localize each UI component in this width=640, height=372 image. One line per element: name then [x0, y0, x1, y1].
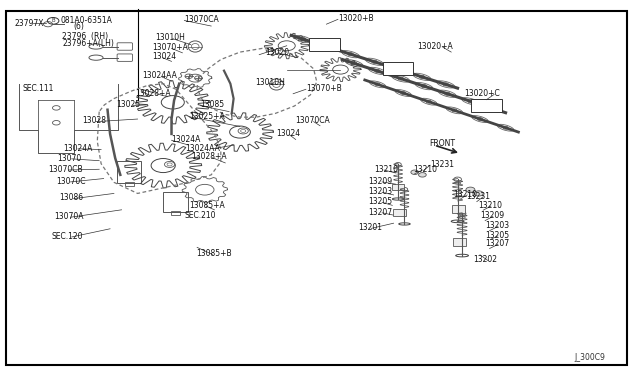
Bar	[383, 62, 413, 75]
Text: 13028+A: 13028+A	[136, 89, 172, 97]
Text: 13201: 13201	[358, 223, 383, 232]
Bar	[163, 192, 188, 212]
Text: 13024A: 13024A	[63, 144, 92, 153]
Text: 13020+C: 13020+C	[465, 89, 500, 98]
Text: 13070+A: 13070+A	[152, 43, 188, 52]
Text: 13028+A: 13028+A	[191, 153, 227, 161]
Text: 13070CB: 13070CB	[48, 165, 83, 174]
Bar	[453, 238, 466, 246]
Text: 13020+B: 13020+B	[338, 14, 374, 23]
Text: 13024AA: 13024AA	[142, 71, 177, 80]
Text: 13209: 13209	[368, 177, 392, 186]
Text: 23796+A(LH): 23796+A(LH)	[62, 39, 114, 48]
Text: 13070CA: 13070CA	[296, 116, 330, 125]
Text: J_300C9: J_300C9	[575, 353, 605, 362]
Text: 23796  (RH): 23796 (RH)	[62, 32, 108, 41]
Text: 13070+B: 13070+B	[306, 84, 342, 93]
Text: 13209: 13209	[480, 211, 504, 220]
Text: 13207: 13207	[368, 208, 392, 217]
Text: 13024AA: 13024AA	[186, 144, 220, 153]
Bar	[452, 205, 465, 213]
Text: 13025: 13025	[116, 100, 141, 109]
Text: 13205: 13205	[368, 197, 392, 206]
Bar	[309, 38, 340, 51]
Text: 081A0-6351A: 081A0-6351A	[60, 16, 112, 25]
Text: 13020: 13020	[266, 48, 290, 57]
Text: 13024: 13024	[152, 52, 177, 61]
Text: 13203: 13203	[368, 187, 392, 196]
Text: 13010H: 13010H	[255, 78, 285, 87]
Text: (6): (6)	[74, 22, 84, 31]
Text: 13024: 13024	[276, 129, 301, 138]
Circle shape	[278, 41, 295, 51]
Text: 13028: 13028	[82, 116, 106, 125]
Text: 13070C: 13070C	[56, 177, 86, 186]
Text: 13085+A: 13085+A	[189, 201, 225, 210]
Bar	[471, 99, 502, 112]
Bar	[392, 184, 404, 190]
Text: 13231: 13231	[466, 192, 490, 201]
Text: 13070A: 13070A	[54, 212, 84, 221]
Text: 13020+A: 13020+A	[417, 42, 453, 51]
Bar	[171, 211, 180, 215]
Text: 13202: 13202	[474, 255, 498, 264]
Text: SEC.120: SEC.120	[51, 232, 83, 241]
Bar	[117, 161, 141, 183]
Text: 13085: 13085	[200, 100, 225, 109]
Text: B: B	[51, 18, 55, 23]
Text: 13070CA: 13070CA	[184, 15, 219, 24]
Text: 13210: 13210	[453, 190, 477, 199]
Text: 13210: 13210	[374, 165, 398, 174]
Text: 13210: 13210	[413, 165, 437, 174]
Text: 13070: 13070	[58, 154, 82, 163]
Text: 13085+B: 13085+B	[196, 249, 232, 258]
Circle shape	[474, 191, 483, 196]
Text: 13010H: 13010H	[155, 33, 185, 42]
Text: SEC.210: SEC.210	[184, 211, 216, 220]
Circle shape	[411, 170, 419, 174]
Text: 13086: 13086	[59, 193, 83, 202]
Text: 13024A: 13024A	[172, 135, 201, 144]
Text: 13203: 13203	[485, 221, 509, 230]
Text: 13207: 13207	[485, 239, 509, 248]
Text: 23797X: 23797X	[14, 19, 44, 28]
Text: 13205: 13205	[485, 231, 509, 240]
Circle shape	[466, 187, 475, 192]
Text: SEC.111: SEC.111	[22, 84, 54, 93]
Bar	[393, 209, 406, 216]
Text: 13210: 13210	[478, 201, 502, 210]
Text: FRONT: FRONT	[429, 139, 455, 148]
Text: 13025+A: 13025+A	[189, 112, 225, 121]
Bar	[125, 182, 134, 186]
Text: 13231: 13231	[430, 160, 454, 169]
Circle shape	[333, 65, 348, 74]
Circle shape	[419, 173, 426, 177]
